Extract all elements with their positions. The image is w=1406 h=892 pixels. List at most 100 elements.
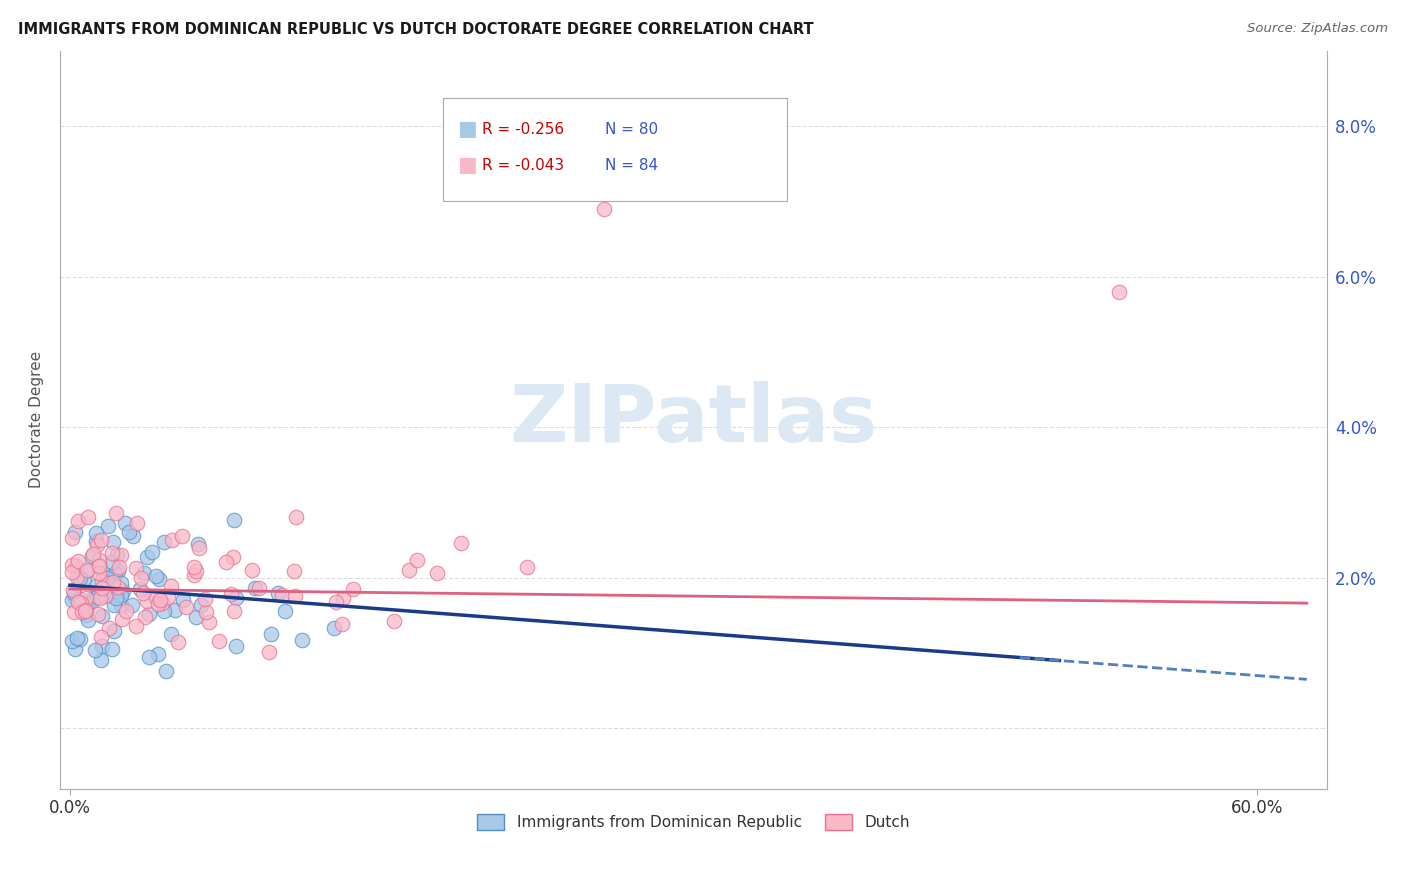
Point [107, 564, 129, 578]
Point [174, 600, 197, 615]
Point [270, 588, 292, 602]
Point [87, 607, 110, 622]
Point [87, 558, 110, 573]
Point [83, 643, 105, 657]
Point [134, 566, 156, 581]
Point [89, 590, 111, 604]
Point [219, 587, 242, 601]
Point [167, 634, 190, 648]
Point [70, 605, 93, 619]
Point [90, 533, 112, 547]
Point [516, 560, 538, 574]
Text: Source: ZipAtlas.com: Source: ZipAtlas.com [1247, 22, 1388, 36]
Text: ■: ■ [457, 120, 477, 139]
Point [260, 626, 283, 640]
Point [136, 594, 159, 608]
Point [82, 547, 104, 561]
Point [60, 531, 83, 545]
Y-axis label: Doctorate Degree: Doctorate Degree [30, 351, 44, 488]
Point [111, 612, 134, 626]
Point [115, 604, 138, 618]
Point [124, 619, 146, 633]
Point [91, 640, 114, 654]
Point [110, 598, 132, 612]
Point [184, 610, 207, 624]
Point [128, 582, 150, 596]
Point [110, 588, 132, 602]
Point [406, 553, 429, 567]
Point [103, 624, 125, 638]
Point [67, 594, 90, 608]
Point [100, 556, 122, 570]
Point [132, 586, 155, 600]
Point [149, 593, 172, 607]
Point [141, 545, 163, 559]
Point [225, 639, 247, 653]
Point [60, 633, 83, 648]
Point [138, 650, 160, 665]
Point [266, 586, 288, 600]
Point [198, 615, 221, 629]
Point [75, 607, 97, 622]
Point [285, 510, 308, 524]
Point [325, 595, 347, 609]
Point [188, 541, 211, 555]
Point [91, 609, 114, 624]
Point [194, 605, 217, 619]
Text: R = -0.043: R = -0.043 [482, 158, 564, 172]
Point [214, 555, 236, 569]
Point [105, 548, 128, 562]
Point [138, 607, 160, 621]
Point [101, 535, 124, 549]
Point [247, 581, 270, 595]
Point [67, 514, 90, 528]
Point [108, 560, 131, 574]
Point [170, 529, 193, 543]
Point [82, 591, 104, 606]
Point [593, 202, 616, 216]
Point [152, 604, 174, 618]
Point [73, 604, 96, 618]
Point [274, 604, 297, 618]
Point [90, 581, 112, 595]
Point [75, 603, 97, 617]
Point [118, 524, 141, 539]
Point [146, 647, 169, 661]
Point [148, 597, 170, 611]
Point [426, 566, 449, 580]
Point [60, 592, 83, 607]
Point [69, 632, 91, 646]
Point [240, 563, 263, 577]
Point [101, 546, 124, 560]
Point [145, 569, 167, 583]
Text: ZIPatlas: ZIPatlas [509, 381, 877, 458]
Point [97, 621, 120, 635]
Point [94, 589, 117, 603]
Point [69, 592, 91, 607]
Point [84, 525, 107, 540]
Point [70, 596, 93, 610]
Point [157, 590, 180, 604]
Point [66, 570, 89, 584]
Point [245, 581, 267, 595]
Point [257, 645, 280, 659]
Point [172, 593, 194, 607]
Point [84, 533, 107, 548]
Point [82, 594, 104, 608]
Point [129, 571, 152, 585]
Text: N = 84: N = 84 [605, 158, 658, 172]
Point [65, 524, 87, 539]
Point [80, 549, 103, 563]
Point [110, 575, 132, 590]
Point [63, 591, 86, 605]
Point [450, 535, 472, 549]
Point [135, 549, 157, 564]
Point [62, 605, 84, 619]
Point [105, 506, 128, 520]
Point [110, 548, 132, 562]
Point [63, 641, 86, 656]
Point [101, 575, 124, 590]
Point [208, 634, 231, 648]
Text: IMMIGRANTS FROM DOMINICAN REPUBLIC VS DUTCH DOCTORATE DEGREE CORRELATION CHART: IMMIGRANTS FROM DOMINICAN REPUBLIC VS DU… [18, 22, 814, 37]
Point [104, 566, 127, 580]
